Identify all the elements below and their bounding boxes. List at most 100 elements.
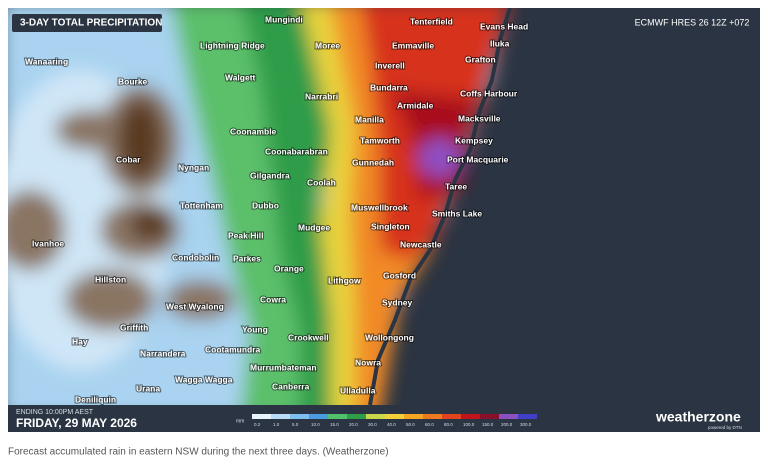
- colorbar-label: 60.0: [425, 422, 434, 427]
- town-label: Urana: [136, 383, 160, 393]
- colorbar-label: 15.0: [330, 422, 339, 427]
- town-label: Bundarra: [370, 82, 408, 92]
- brand-sub: powered by DTN: [708, 425, 742, 430]
- town-label: Macksville: [458, 113, 501, 123]
- town-label: West Wyalong: [166, 301, 224, 311]
- colorbar-label: 20.0: [349, 422, 358, 427]
- colorbar-swatch: [366, 414, 385, 419]
- town-label: Grafton: [465, 54, 496, 64]
- colorbar-swatch: [328, 414, 347, 419]
- map-title: 3-DAY TOTAL PRECIPITATION: [20, 18, 162, 29]
- town-label: Lightning Ridge: [200, 40, 265, 50]
- model-box: [628, 14, 756, 32]
- town-label: Condobolin: [172, 252, 219, 262]
- town-label: Ivanhoe: [32, 238, 64, 248]
- town-label: Cootamundra: [205, 344, 261, 354]
- colorbar-label: 10.0: [311, 422, 320, 427]
- colorbar-swatch: [271, 414, 290, 419]
- town-labels: Mungindi Tenterfield Evans Head Lightning R…: [24, 13, 529, 405]
- colorbar-label: 150.0: [482, 422, 494, 427]
- ending-label: ENDING 10:00PM AEST: [16, 409, 94, 416]
- colorbar-label: 80.0: [444, 422, 453, 427]
- date-label: FRIDAY, 29 MAY 2026: [16, 416, 137, 430]
- town-label: Orange: [274, 263, 304, 273]
- town-label: Coonamble: [230, 126, 277, 136]
- colorbar-label: 30.0: [368, 422, 377, 427]
- colorbar-label: 200.0: [501, 422, 513, 427]
- colorbar-label: 40.0: [387, 422, 396, 427]
- colorbar-swatch: [461, 414, 480, 419]
- town-label: Newcastle: [400, 239, 442, 249]
- town-label: Singleton: [371, 221, 410, 231]
- caption: Forecast accumulated rain in eastern NSW…: [8, 447, 389, 458]
- town-label: Gunnedah: [352, 157, 394, 167]
- colorbar-swatch: [499, 414, 518, 419]
- town-label: Coonabarabran: [265, 146, 328, 156]
- colorbar-swatch: [309, 414, 328, 419]
- town-label: Sydney: [382, 297, 413, 307]
- town-label: Nowra: [355, 357, 381, 367]
- town-label: Manilla: [355, 114, 384, 124]
- town-label: Nyngan: [178, 162, 209, 172]
- colorbar-label: 5.0: [292, 422, 299, 427]
- town-label: Gosford: [383, 270, 416, 280]
- colorbar-label: 300.0: [520, 422, 532, 427]
- town-label: Tamworth: [360, 135, 400, 145]
- colorbar-label: 0.2: [254, 422, 261, 427]
- town-label: Wanaaring: [25, 56, 68, 66]
- colorbar-swatch: [252, 414, 271, 419]
- colorbar-swatch: [423, 414, 442, 419]
- colorbar-swatch: [347, 414, 366, 419]
- town-label: Port Macquarie: [447, 154, 509, 164]
- colorbar-label: 1.0: [273, 422, 280, 427]
- town-label: Griffith: [120, 322, 148, 332]
- town-label: Coffs Harbour: [460, 88, 518, 98]
- town-label: Lithgow: [328, 275, 361, 285]
- colorbar-swatch: [404, 414, 423, 419]
- colorbar-label: 50.0: [406, 422, 415, 427]
- coastline: [368, 8, 512, 405]
- town-label: Armidale: [397, 100, 434, 110]
- town-label: Dubbo: [252, 200, 279, 210]
- town-label: Narrandera: [140, 348, 186, 358]
- town-label: Cobar: [116, 154, 141, 164]
- town-label: Parkes: [233, 253, 261, 263]
- town-label: Canberra: [272, 381, 310, 391]
- town-label: Murrumbateman: [250, 362, 317, 372]
- colorbar-swatch: [480, 414, 499, 419]
- town-label: Inverell: [375, 60, 405, 70]
- town-label: Iluka: [490, 38, 510, 48]
- town-label: Hillston: [95, 274, 126, 284]
- colorbar-swatch: [290, 414, 309, 419]
- town-label: Peak Hill: [228, 230, 263, 240]
- colorbar-swatch: [518, 414, 537, 419]
- town-label: Hay: [72, 336, 88, 346]
- model-label: ECMWF HRES 26 12Z +072: [635, 17, 750, 27]
- town-label: Ulladulla: [340, 385, 376, 395]
- town-label: Mudgee: [298, 222, 330, 232]
- town-label: Narrabri: [305, 91, 338, 101]
- town-label: Tottenham: [180, 200, 223, 210]
- town-label: Muswellbrook: [351, 202, 408, 212]
- town-label: Walgett: [225, 72, 256, 82]
- colorbar-swatch: [385, 414, 404, 419]
- town-label: Taree: [445, 181, 467, 191]
- colorbar-swatch: [442, 414, 461, 419]
- town-label: Coolah: [307, 177, 336, 187]
- town-label: Wagga Wagga: [175, 374, 233, 384]
- colorbar: 0.2 1.0 5.0 10.0 15.0 20.0 30.0 40.0 50.0 60.0 80.…: [252, 414, 537, 427]
- map-layers: Mungindi Tenterfield Evans Head Lightning R…: [8, 8, 760, 405]
- town-label: Mungindi: [265, 14, 303, 24]
- title-box: [12, 14, 162, 32]
- town-label: Bourke: [118, 76, 148, 86]
- town-label: Kempsey: [455, 135, 493, 145]
- town-label: Emmaville: [392, 40, 434, 50]
- brand-logo: weatherzone: [655, 409, 741, 425]
- town-label: Gilgandra: [250, 170, 290, 180]
- town-label: Moree: [315, 40, 340, 50]
- town-label: Young: [242, 324, 268, 334]
- colorbar-label: 100.0: [463, 422, 475, 427]
- town-label: Evans Head: [480, 21, 528, 31]
